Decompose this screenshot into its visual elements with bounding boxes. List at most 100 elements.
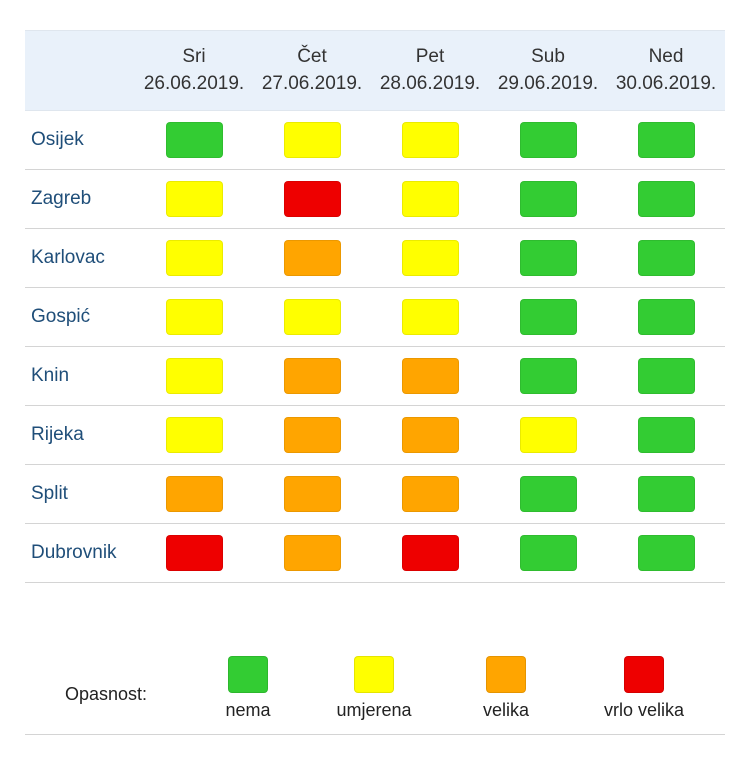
day-date: 29.06.2019. [497, 73, 599, 94]
table-row: Split [25, 465, 725, 524]
legend-swatch [354, 656, 394, 693]
day-cell [489, 535, 607, 571]
warning-level-swatch [519, 476, 577, 512]
day-cell [253, 358, 371, 394]
table-row: Dubrovnik [25, 524, 725, 583]
city-name[interactable]: Zagreb [31, 188, 92, 209]
warning-level-swatch [637, 358, 695, 394]
warning-level-swatch [283, 358, 341, 394]
warning-level-swatch [401, 535, 459, 571]
warning-level-swatch [283, 417, 341, 453]
warning-level-swatch [165, 181, 223, 217]
warning-level-swatch [519, 417, 577, 453]
day-name: Sri [182, 46, 206, 67]
day-cell [253, 122, 371, 158]
day-cell [371, 240, 489, 276]
day-cell [135, 476, 253, 512]
warning-level-swatch [637, 181, 695, 217]
day-name: Čet [297, 46, 327, 67]
city-name[interactable]: Dubrovnik [31, 542, 117, 563]
legend: Opasnost: nema umjerena velika vrlo veli… [25, 640, 725, 735]
warning-level-swatch [165, 417, 223, 453]
warning-level-swatch [401, 122, 459, 158]
day-name: Ned [648, 46, 684, 67]
warning-level-swatch [519, 122, 577, 158]
day-cell [371, 299, 489, 335]
day-cell [489, 240, 607, 276]
warning-level-swatch [283, 181, 341, 217]
day-cell [135, 240, 253, 276]
city-name[interactable]: Split [31, 483, 68, 504]
day-cell [607, 476, 725, 512]
day-cell [607, 417, 725, 453]
legend-swatch [486, 656, 526, 693]
day-cell [135, 358, 253, 394]
warning-level-swatch [283, 122, 341, 158]
warning-level-swatch [519, 181, 577, 217]
day-cell [607, 535, 725, 571]
legend-item-vrlo-velika: vrlo velika [574, 656, 714, 721]
day-cell [371, 122, 489, 158]
warning-level-swatch [165, 240, 223, 276]
day-cell [253, 299, 371, 335]
table-body: Osijek Zagreb Karlovac Gospić Knin Rijeka Spli… [25, 111, 725, 583]
warning-level-swatch [165, 535, 223, 571]
table-row: Osijek [25, 111, 725, 170]
city-name[interactable]: Karlovac [31, 247, 105, 268]
table-row: Gospić [25, 288, 725, 347]
table-header: Sri 26.06.2019. Čet 27.06.2019. Pet 28.0… [25, 30, 725, 111]
legend-title: Opasnost: [65, 684, 148, 704]
day-date: 26.06.2019. [143, 73, 245, 94]
warning-level-swatch [637, 535, 695, 571]
day-cell [489, 181, 607, 217]
warning-level-swatch [283, 535, 341, 571]
city-name[interactable]: Rijeka [31, 424, 84, 445]
warning-level-swatch [165, 299, 223, 335]
warning-level-swatch [637, 417, 695, 453]
warning-level-swatch [401, 476, 459, 512]
day-cell [489, 417, 607, 453]
table-row: Zagreb [25, 170, 725, 229]
day-cell [371, 417, 489, 453]
city-name[interactable]: Osijek [31, 129, 84, 150]
day-cell [489, 122, 607, 158]
city-name[interactable]: Knin [31, 365, 70, 386]
warning-level-swatch [165, 122, 223, 158]
day-cell [607, 240, 725, 276]
day-cell [489, 476, 607, 512]
day-cell [371, 535, 489, 571]
warning-level-swatch [401, 417, 459, 453]
day-cell [371, 358, 489, 394]
day-cell [489, 358, 607, 394]
day-header: Pet 28.06.2019. [371, 31, 489, 110]
city-name[interactable]: Gospić [31, 306, 91, 327]
day-cell [371, 476, 489, 512]
legend-swatch [624, 656, 664, 693]
warning-level-swatch [637, 299, 695, 335]
warning-level-swatch [283, 299, 341, 335]
day-header: Čet 27.06.2019. [253, 31, 371, 110]
warning-level-swatch [401, 299, 459, 335]
day-cell [253, 240, 371, 276]
warning-level-swatch [519, 240, 577, 276]
day-cell [253, 181, 371, 217]
header-spacer [25, 31, 135, 110]
day-header: Sub 29.06.2019. [489, 31, 607, 110]
warning-table: Sri 26.06.2019. Čet 27.06.2019. Pet 28.0… [25, 30, 725, 583]
day-name: Pet [415, 46, 445, 67]
day-header: Ned 30.06.2019. [607, 31, 725, 110]
warning-level-swatch [519, 358, 577, 394]
legend-label: nema [225, 700, 271, 720]
warning-level-swatch [401, 240, 459, 276]
legend-item-velika: velika [436, 656, 576, 721]
day-cell [253, 417, 371, 453]
day-cell [607, 299, 725, 335]
legend-label: velika [482, 700, 530, 720]
warning-level-swatch [519, 299, 577, 335]
legend-item-umjerena: umjerena [304, 656, 444, 721]
warning-level-swatch [283, 476, 341, 512]
day-cell [253, 476, 371, 512]
warning-level-swatch [165, 358, 223, 394]
table-row: Rijeka [25, 406, 725, 465]
day-cell [135, 299, 253, 335]
